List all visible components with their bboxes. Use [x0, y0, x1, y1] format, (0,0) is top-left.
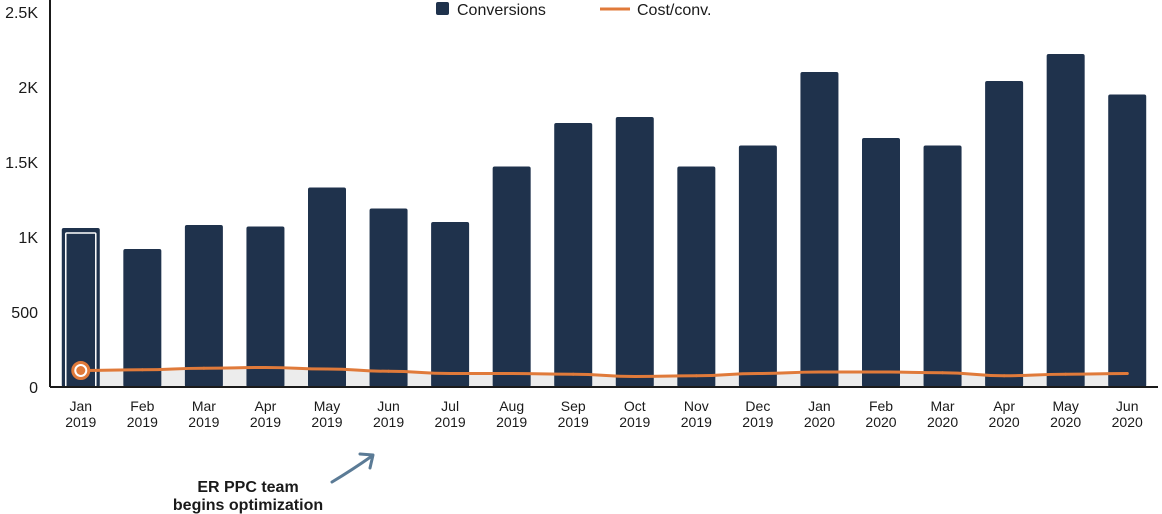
x-tick-label-year: 2019	[127, 414, 158, 430]
x-tick-label-year: 2019	[681, 414, 712, 430]
line-point	[817, 370, 821, 374]
line-point	[387, 369, 391, 373]
line-point	[879, 370, 883, 374]
y-tick-label: 500	[11, 305, 38, 322]
annotation: ER PPC team begins optimization	[173, 452, 375, 514]
line-point	[510, 372, 514, 375]
x-tick-label-month: Apr	[255, 398, 277, 414]
bar	[431, 222, 470, 387]
line-point	[1002, 374, 1006, 378]
x-tick-label-year: 2019	[742, 414, 773, 430]
bar	[123, 249, 162, 387]
bar	[615, 117, 654, 387]
legend: Conversions Cost/conv.	[436, 2, 711, 19]
line-highlight-dot	[76, 366, 86, 375]
bar	[184, 225, 223, 387]
line-point	[140, 368, 144, 372]
annotation-arrow-icon	[330, 454, 374, 484]
x-tick-label-month: Oct	[624, 398, 646, 414]
x-tick-label-year: 2019	[373, 414, 404, 430]
y-tick-label: 1.5K	[5, 155, 38, 172]
bar	[554, 123, 593, 387]
x-tick-label-month: Dec	[745, 398, 770, 414]
x-tick-label-month: Jan	[808, 398, 831, 414]
bar	[1108, 94, 1147, 387]
y-tick-label: 2.5K	[5, 5, 38, 22]
line-point	[325, 367, 329, 371]
legend-label-cost-conv: Cost/conv.	[637, 2, 711, 19]
x-tick-label-year: 2019	[435, 414, 466, 430]
x-tick-label-year: 2019	[311, 414, 342, 430]
x-tick-label-month: Feb	[869, 398, 893, 414]
x-tick-label-month: Jun	[377, 398, 400, 414]
annotation-line-2: begins optimization	[173, 497, 323, 514]
line-point	[756, 372, 760, 375]
y-tick-label: 1K	[18, 230, 38, 247]
bar	[923, 145, 962, 387]
x-tick-label-month: Nov	[684, 398, 709, 414]
y-tick-label: 2K	[18, 80, 38, 97]
x-tick-label-year: 2020	[1050, 414, 1081, 430]
x-tick-label-month: Mar	[930, 398, 954, 414]
annotation-line-1: ER PPC team	[197, 479, 298, 496]
bar	[677, 166, 716, 387]
x-tick-label-year: 2020	[865, 414, 896, 430]
x-tick-label-year: 2019	[496, 414, 527, 430]
bar	[862, 138, 900, 387]
legend-swatch-conversions	[436, 2, 449, 15]
bar	[61, 228, 100, 387]
x-tick-label-year: 2020	[927, 414, 958, 430]
x-tick-label-month: Feb	[130, 398, 154, 414]
x-tick-label-month: Aug	[499, 398, 524, 414]
annotation-arrowhead-icon	[358, 452, 375, 470]
x-tick-label-month: Jun	[1116, 398, 1139, 414]
bar	[738, 145, 777, 387]
line-point	[633, 375, 637, 378]
y-tick-label: 0	[29, 380, 38, 397]
x-tick-label-month: Jul	[441, 398, 459, 414]
line-point	[571, 372, 575, 376]
bar	[308, 187, 346, 387]
cost-conv-line	[79, 365, 1129, 379]
x-tick-label-month: May	[314, 398, 340, 414]
x-tick-label-year: 2020	[989, 414, 1020, 430]
line-point	[1064, 372, 1068, 376]
line-point	[448, 372, 452, 375]
line-layer	[71, 361, 1129, 380]
axes	[49, 0, 1158, 388]
lower-band	[80, 367, 1128, 387]
x-tick-label-month: Sep	[561, 398, 586, 414]
x-tick-label-year: 2020	[1112, 414, 1143, 430]
x-axis-ticks: Jan2019Feb2019Mar2019Apr2019May2019Jun20…	[65, 398, 1143, 430]
bar	[800, 72, 839, 387]
line-area-fill	[80, 367, 1128, 387]
x-tick-label-month: Apr	[993, 398, 1015, 414]
line-point	[263, 366, 267, 369]
line-point	[202, 366, 206, 370]
x-tick-label-year: 2019	[558, 414, 589, 430]
x-tick-label-month: Jan	[69, 398, 92, 414]
x-tick-label-year: 2019	[250, 414, 281, 430]
bar	[246, 226, 285, 387]
bars	[61, 54, 1147, 388]
x-tick-label-month: May	[1052, 398, 1078, 414]
x-tick-label-year: 2019	[619, 414, 650, 430]
line-point	[1125, 372, 1129, 375]
line-point	[694, 374, 698, 378]
bar	[492, 166, 531, 387]
x-tick-label-year: 2019	[65, 414, 96, 430]
x-tick-label-year: 2019	[188, 414, 219, 430]
x-tick-label-year: 2020	[804, 414, 835, 430]
legend-label-conversions: Conversions	[457, 2, 546, 19]
y-axis-ticks: 0 500 1K 1.5K 2K 2.5K	[5, 5, 38, 397]
bar	[369, 208, 408, 387]
x-tick-label-month: Mar	[192, 398, 216, 414]
bar	[1046, 54, 1085, 387]
bar	[985, 81, 1024, 387]
line-point	[941, 371, 945, 375]
